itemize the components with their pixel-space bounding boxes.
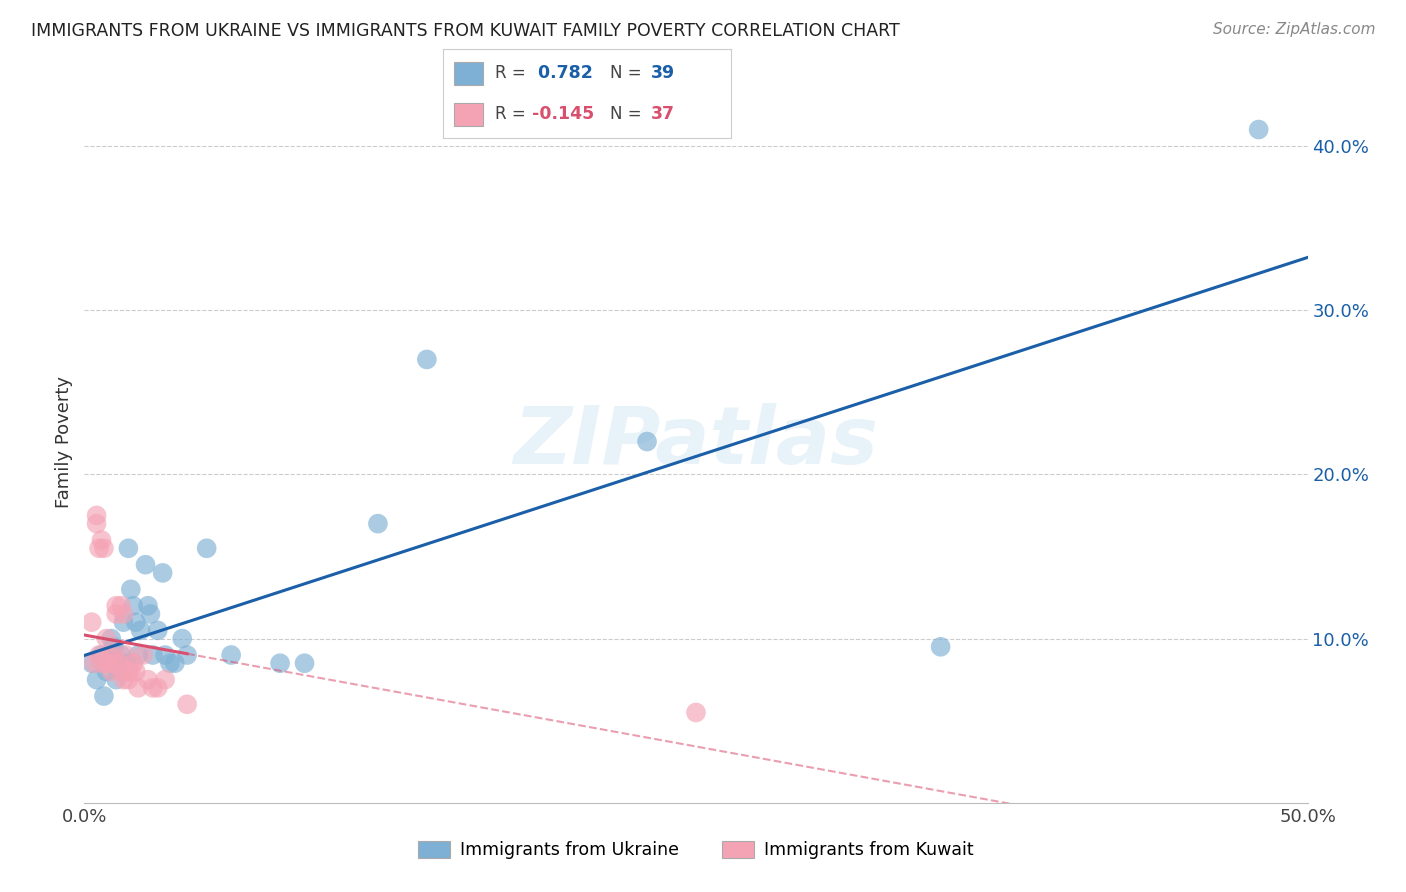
Point [136, 599, 159, 613]
Point [110, 665, 132, 679]
Point [132, 648, 155, 662]
Point [1247, 122, 1270, 136]
Point [86, 508, 108, 523]
Point [139, 607, 162, 621]
Point [90, 533, 112, 547]
Point [136, 673, 159, 687]
Point [115, 648, 138, 662]
Text: 37: 37 [651, 105, 675, 123]
Point [153, 648, 176, 662]
Point [100, 632, 122, 646]
Point [120, 582, 142, 597]
Point [90, 648, 112, 662]
Text: Source: ZipAtlas.com: Source: ZipAtlas.com [1212, 22, 1375, 37]
Text: N =: N = [610, 105, 647, 123]
Point [93, 689, 115, 703]
Point [105, 599, 128, 613]
Point [129, 624, 152, 638]
Point [96, 657, 118, 671]
Y-axis label: Family Poverty: Family Poverty [55, 376, 73, 508]
Point [146, 624, 169, 638]
Point [120, 665, 142, 679]
FancyBboxPatch shape [454, 62, 484, 85]
Point [97, 657, 120, 671]
Point [367, 516, 389, 531]
Point [83, 657, 105, 671]
Point [176, 648, 198, 662]
Point [86, 516, 108, 531]
Point [117, 541, 139, 556]
Point [112, 673, 135, 687]
Point [110, 648, 132, 662]
Point [103, 657, 125, 671]
Point [90, 657, 112, 671]
Text: ZIPatlas: ZIPatlas [513, 402, 879, 481]
Point [294, 657, 316, 671]
Point [636, 434, 658, 449]
Point [105, 673, 128, 687]
Point [176, 698, 198, 712]
Point [125, 665, 148, 679]
Point [142, 648, 165, 662]
Point [142, 681, 165, 695]
FancyBboxPatch shape [454, 103, 484, 126]
Point [172, 632, 194, 646]
Point [80, 657, 103, 671]
Point [87, 541, 110, 556]
Point [159, 657, 181, 671]
Point [93, 541, 115, 556]
Legend: Immigrants from Ukraine, Immigrants from Kuwait: Immigrants from Ukraine, Immigrants from… [412, 834, 980, 866]
Point [195, 541, 218, 556]
Point [416, 352, 439, 367]
Point [122, 657, 145, 671]
Point [219, 648, 242, 662]
Point [86, 673, 108, 687]
Point [929, 640, 952, 654]
Point [153, 673, 176, 687]
Point [80, 615, 103, 630]
Text: 39: 39 [651, 64, 675, 82]
Text: R =: R = [495, 64, 531, 82]
Point [96, 632, 118, 646]
Text: -0.145: -0.145 [533, 105, 595, 123]
Point [103, 648, 125, 662]
Point [107, 657, 129, 671]
Text: IMMIGRANTS FROM UKRAINE VS IMMIGRANTS FROM KUWAIT FAMILY POVERTY CORRELATION CHA: IMMIGRANTS FROM UKRAINE VS IMMIGRANTS FR… [31, 22, 900, 40]
Point [100, 665, 122, 679]
Point [97, 657, 120, 671]
Point [269, 657, 291, 671]
Point [112, 607, 135, 621]
Point [117, 665, 139, 679]
Point [122, 599, 145, 613]
Point [163, 657, 186, 671]
Text: N =: N = [610, 64, 647, 82]
Text: 0.782: 0.782 [533, 64, 593, 82]
Point [96, 665, 118, 679]
Point [110, 599, 132, 613]
Point [152, 566, 174, 580]
Text: R =: R = [495, 105, 531, 123]
Point [125, 615, 148, 630]
Point [117, 673, 139, 687]
Point [135, 558, 157, 572]
Point [127, 648, 149, 662]
Point [107, 657, 129, 671]
Point [146, 681, 169, 695]
Point [115, 657, 138, 671]
Point [127, 681, 149, 695]
Point [112, 615, 135, 630]
Point [685, 706, 707, 720]
Point [103, 640, 125, 654]
Point [87, 648, 110, 662]
Point [97, 648, 120, 662]
Point [105, 607, 128, 621]
